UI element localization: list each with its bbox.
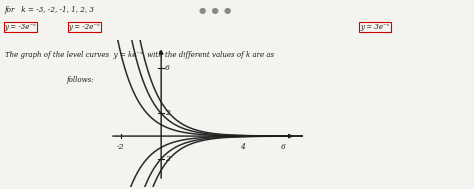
Text: for   k = -3, -2, -1, 1, 2, 3: for k = -3, -2, -1, 1, 2, 3 [5, 6, 95, 14]
Text: 2: 2 [165, 155, 170, 163]
Text: 6: 6 [165, 64, 170, 72]
Text: -2: -2 [117, 143, 124, 151]
Text: y = -3e⁻ˣ: y = -3e⁻ˣ [5, 23, 36, 31]
Text: follows:: follows: [66, 76, 94, 84]
Text: y = -2e⁻ˣ: y = -2e⁻ˣ [69, 23, 100, 31]
Text: 2: 2 [165, 109, 170, 117]
Text: ●  ●  ●: ● ● ● [199, 6, 231, 15]
Text: The graph of the level curves  y = ke⁻ˣ  with the different values of k are as: The graph of the level curves y = ke⁻ˣ w… [5, 51, 274, 59]
Text: y = 3e⁻ˣ: y = 3e⁻ˣ [360, 23, 390, 31]
Text: 6: 6 [281, 143, 285, 151]
Text: 4: 4 [240, 143, 245, 151]
